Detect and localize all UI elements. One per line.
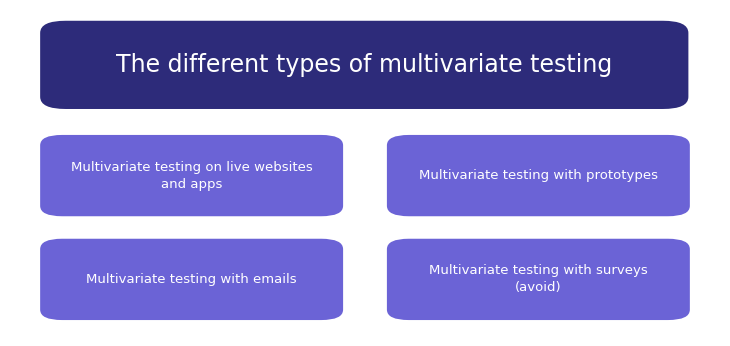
Text: Multivariate testing with surveys
(avoid): Multivariate testing with surveys (avoid… [429,264,648,294]
FancyBboxPatch shape [40,135,343,216]
FancyBboxPatch shape [40,239,343,320]
Text: Multivariate testing with prototypes: Multivariate testing with prototypes [419,169,658,182]
Text: Multivariate testing with emails: Multivariate testing with emails [86,273,297,286]
FancyBboxPatch shape [387,135,690,216]
Text: The different types of multivariate testing: The different types of multivariate test… [116,53,612,77]
Text: Multivariate testing on live websites
and apps: Multivariate testing on live websites an… [71,161,312,191]
FancyBboxPatch shape [40,21,688,109]
FancyBboxPatch shape [387,239,690,320]
